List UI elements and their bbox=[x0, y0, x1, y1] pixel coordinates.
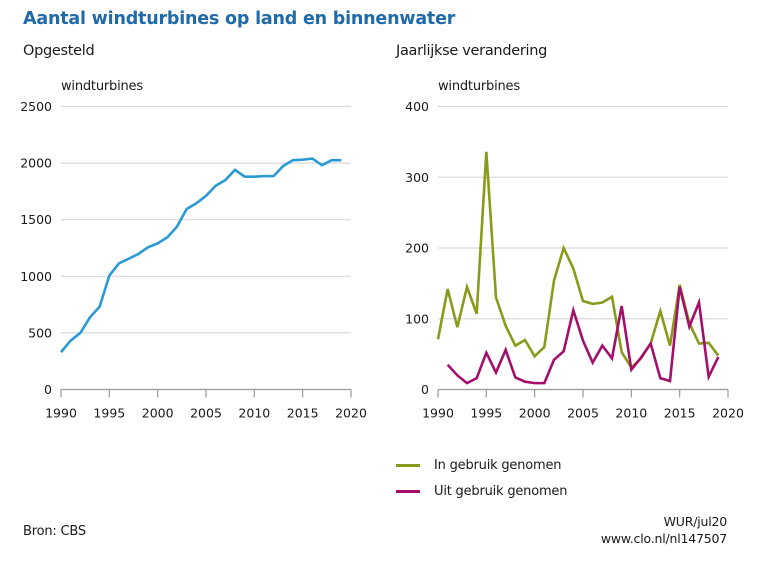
right-chart-title: Jaarlijkse verandering bbox=[396, 43, 548, 59]
left-y-tick-label: 1000 bbox=[20, 269, 52, 284]
right-y-tick-label: 0 bbox=[421, 382, 429, 397]
left-x-tick-label: 1990 bbox=[45, 406, 77, 421]
left-y-tick-label: 0 bbox=[44, 382, 52, 397]
legend-swatch-uit-gebruik bbox=[396, 489, 420, 493]
left-x-tick-label: 1995 bbox=[93, 406, 125, 421]
legend-label-in-gebruik: In gebruik genomen bbox=[434, 457, 562, 473]
right-y-tick-label: 200 bbox=[405, 241, 429, 256]
left-chart-ylabel: windturbines bbox=[61, 79, 143, 94]
source-note: Bron: CBS bbox=[23, 524, 86, 539]
legend-swatch-in-gebruik bbox=[396, 463, 420, 467]
credit: WUR/jul20 www.clo.nl/nl147507 bbox=[601, 513, 727, 547]
right-y-tick-label: 400 bbox=[405, 99, 429, 114]
right-y-tick-label: 100 bbox=[405, 311, 429, 326]
right-x-tick-label: 1990 bbox=[422, 406, 454, 421]
left-x-tick-label: 2000 bbox=[142, 406, 174, 421]
right-chart-ylabel: windturbines bbox=[438, 79, 520, 94]
right-x-tick-label: 2000 bbox=[519, 406, 551, 421]
legend-item-in-gebruik: In gebruik genomen bbox=[396, 452, 567, 478]
left-x-tick-label: 2015 bbox=[287, 406, 319, 421]
right-x-tick-label: 2020 bbox=[712, 406, 744, 421]
legend-item-uit-gebruik: Uit gebruik genomen bbox=[396, 478, 567, 504]
left-x-tick-label: 2010 bbox=[238, 406, 270, 421]
credit-line-1: WUR/jul20 bbox=[663, 514, 728, 529]
uit-gebruik-genomen-line bbox=[446, 286, 720, 385]
left-x-tick-label: 2020 bbox=[335, 406, 367, 421]
left-x-tick-label: 2005 bbox=[190, 406, 222, 421]
in-gebruik-genomen-line bbox=[436, 151, 720, 370]
left-y-tick-label: 2000 bbox=[20, 156, 52, 171]
left-y-tick-label: 1500 bbox=[20, 212, 52, 227]
right-x-tick-label: 1995 bbox=[470, 406, 502, 421]
opgesteld-line bbox=[60, 157, 342, 353]
credit-line-2: www.clo.nl/nl147507 bbox=[600, 531, 727, 546]
left-chart-title: Opgesteld bbox=[23, 43, 95, 59]
right-x-tick-label: 2015 bbox=[664, 406, 696, 421]
legend-label-uit-gebruik: Uit gebruik genomen bbox=[434, 483, 568, 499]
right-x-tick-label: 2005 bbox=[567, 406, 599, 421]
left-y-tick-label: 2500 bbox=[20, 99, 52, 114]
left-y-tick-label: 500 bbox=[28, 325, 52, 340]
legend: In gebruik genomen Uit gebruik genomen bbox=[396, 452, 567, 504]
chart-title: Aantal windturbines op land en binnenwat… bbox=[23, 9, 456, 29]
right-y-tick-label: 300 bbox=[405, 170, 429, 185]
right-x-tick-label: 2010 bbox=[615, 406, 647, 421]
